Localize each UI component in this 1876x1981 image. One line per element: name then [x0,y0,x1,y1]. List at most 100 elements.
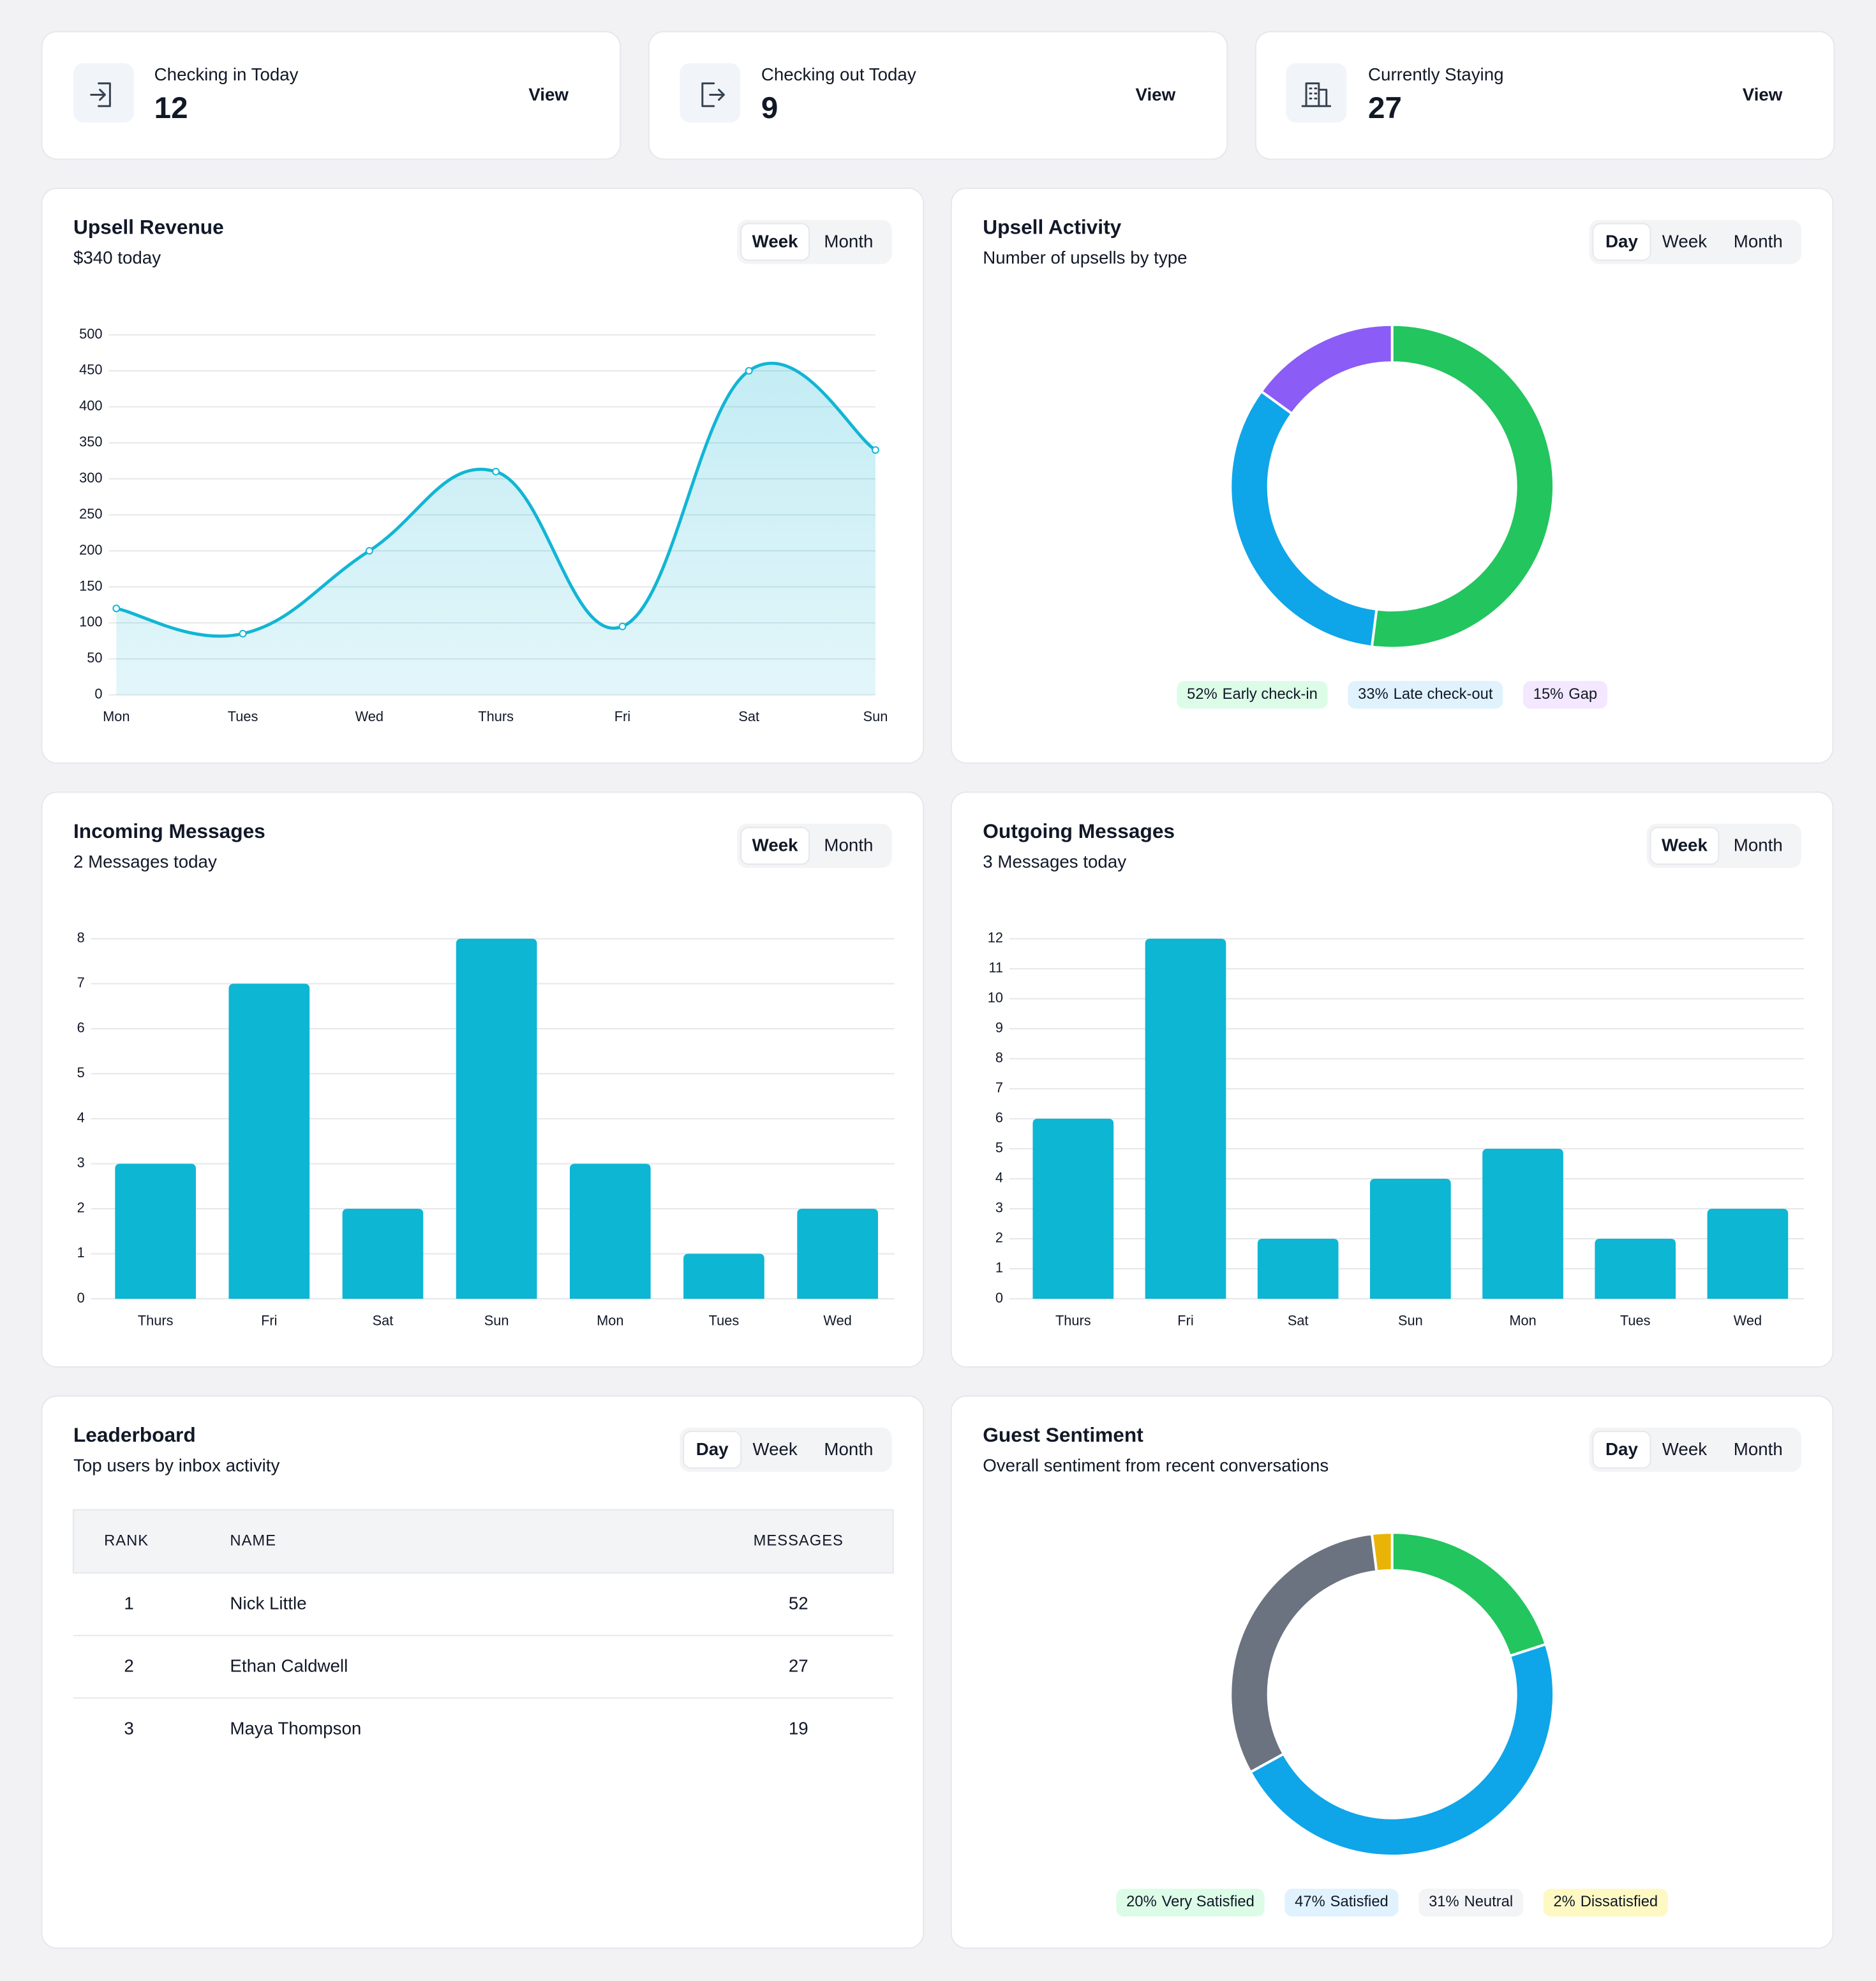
toggle-button[interactable]: Month [824,1439,873,1459]
bar [797,1208,878,1299]
legend-name: Very Satisfied [1162,1894,1254,1911]
y-tick-label: 4 [995,1170,1003,1186]
y-tick-label: 5 [995,1140,1003,1156]
panel-title: Upsell Revenue [73,216,224,239]
y-tick-label: 100 [79,614,102,630]
bar [456,938,537,1299]
x-tick-label: Wed [355,708,383,724]
panel-title: Incoming Messages [73,819,265,842]
card [41,31,622,160]
y-tick-label: 4 [77,1110,85,1126]
x-tick-label: Tues [1620,1312,1651,1328]
bar [1707,1208,1789,1299]
column-header: MESSAGES [754,1532,844,1549]
y-tick-label: 150 [79,578,102,594]
x-tick-label: Sat [1288,1312,1309,1328]
y-tick-label: 300 [79,470,102,486]
view-button[interactable]: View [1743,85,1783,105]
panel-subtitle: 2 Messages today [73,851,217,871]
view-button[interactable]: View [528,85,569,105]
toggle-button[interactable]: Week [752,231,798,251]
table-cell: 27 [789,1656,808,1675]
toggle-button[interactable]: Month [1734,835,1783,855]
toggle-button[interactable]: Month [1734,1439,1783,1459]
y-tick-label: 1 [77,1245,85,1260]
y-tick-label: 5 [77,1065,85,1080]
point [492,468,500,475]
y-tick-label: 50 [87,650,102,666]
donut-slice [1229,1532,1378,1774]
stat-label: Checking in Today [154,64,299,84]
toggle-active [740,826,810,865]
stat-label: Currently Staying [1368,64,1503,84]
table-cell: 52 [789,1593,808,1613]
toggle-button[interactable]: Day [1605,1439,1638,1459]
y-tick-label: 8 [995,1050,1003,1066]
y-tick-label: 11 [988,960,1003,976]
column-header: RANK [104,1532,149,1549]
legend-name: Dissatisfied [1581,1894,1658,1911]
toggle-active [740,223,810,261]
toggle-button[interactable]: Week [1662,1439,1707,1459]
legend-value: 52% [1187,685,1217,703]
bar [342,1208,424,1299]
y-tick-label: 2 [995,1230,1003,1246]
donut-slice [1229,389,1378,648]
legend-chip [1177,681,1328,709]
table-cell: Ethan Caldwell [230,1656,348,1675]
x-tick-label: Fri [261,1312,277,1328]
x-tick-label: Sat [738,708,759,724]
card [950,1395,1834,1949]
view-button[interactable]: View [1136,85,1176,105]
table-cell: Nick Little [230,1593,306,1613]
x-tick-label: Mon [597,1312,623,1328]
toggle-button[interactable]: Week [752,835,798,855]
toggle-active [1592,223,1651,261]
legend-label: 20% Very Satisfied [1126,1894,1254,1911]
bar [1257,1238,1339,1299]
toggle-button[interactable]: Week [1662,835,1708,855]
donut-slice [1248,1642,1556,1857]
stat-value: 27 [1368,91,1402,125]
bar [115,1163,196,1299]
toggle-button[interactable]: Day [1605,231,1638,251]
y-tick-label: 3 [77,1155,85,1170]
legend-value: 20% [1126,1894,1157,1911]
toggle-button[interactable]: Day [696,1439,729,1459]
card [950,187,1834,764]
toggle-button[interactable]: Week [752,1439,797,1459]
y-tick-label: 6 [77,1020,85,1036]
icon-building [1301,82,1332,107]
panel-title: Guest Sentiment [983,1423,1143,1446]
legend-value: 33% [1358,685,1388,703]
toggle-button[interactable]: Month [1734,231,1783,251]
icon-check-in [90,82,111,107]
panel-subtitle: $340 today [73,248,161,267]
y-tick-label: 0 [995,1290,1003,1306]
toggle-button[interactable]: Month [824,231,873,251]
y-tick-label: 8 [77,930,85,946]
table-cell: 1 [124,1593,133,1613]
stat-value: 12 [154,91,188,125]
bar [569,1163,651,1299]
legend-chip [1418,1888,1523,1917]
y-tick-label: 1 [995,1260,1003,1276]
icons [73,63,1347,123]
x-tick-label: Sun [863,708,888,724]
legend-value: 15% [1533,685,1564,703]
card [1254,31,1835,160]
column-header: NAME [230,1532,276,1549]
toggle-button[interactable]: Month [824,835,873,855]
bar [1482,1148,1563,1299]
x-tick-label: Sat [373,1312,394,1328]
toggle-button[interactable]: Week [1662,231,1707,251]
stat-value: 9 [761,91,778,125]
y-tick-label: 400 [79,398,102,414]
legend-chip [1543,1888,1668,1917]
y-tick-label: 9 [995,1020,1003,1036]
donut-slice [1370,323,1556,650]
table-cell: Maya Thompson [230,1718,361,1738]
legend-name: Late check-out [1394,685,1493,703]
legend-chip [1284,1888,1399,1917]
y-tick-label: 3 [995,1200,1003,1216]
